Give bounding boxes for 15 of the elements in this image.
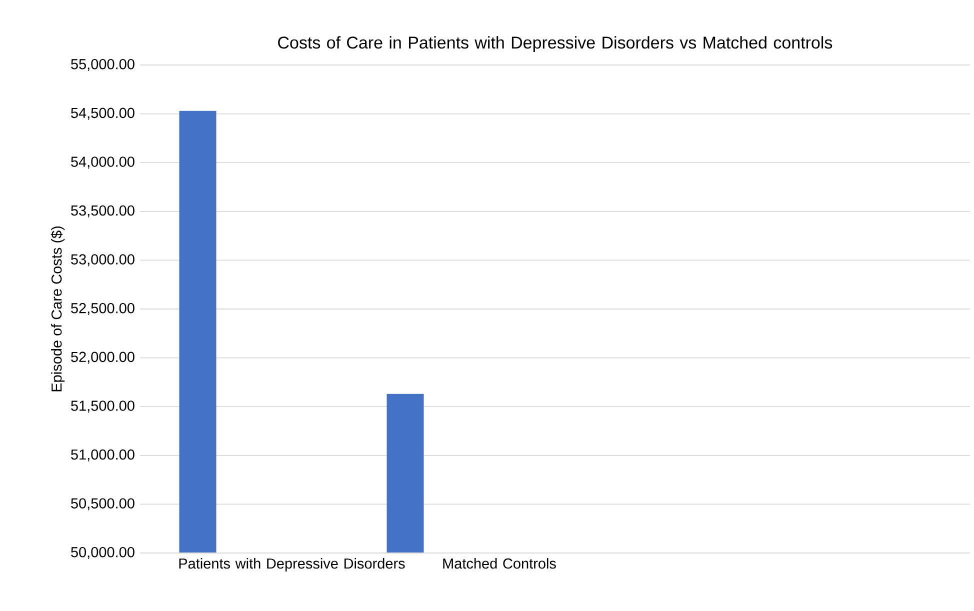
chart-title: Costs of Care in Patients with Depressive Disorders vs Matched controls: [278, 36, 832, 52]
y-tick-label: 53,000.00: [71, 254, 134, 266]
y-tick-label: 51,000.00: [71, 449, 134, 462]
y-axis-title: Episode of Care Costs ($): [50, 226, 65, 392]
x-tick-label: Patients with Depressive Disorders: [179, 558, 405, 572]
y-tick-label: 52,500.00: [71, 303, 134, 315]
y-tick-label: 50,000.00: [71, 547, 134, 559]
y-tick-label: 50,500.00: [71, 498, 134, 510]
y-tick-label: 55,000.00: [71, 59, 134, 71]
x-tick-label: Matched Controls: [443, 558, 556, 569]
y-tick-label: 53,500.00: [71, 205, 134, 218]
y-tick-label: 54,000.00: [71, 156, 134, 169]
y-tick-label: 52,000.00: [71, 352, 134, 364]
y-tick-label: 51,500.00: [71, 400, 134, 413]
y-tick-label: 54,500.00: [71, 108, 134, 120]
